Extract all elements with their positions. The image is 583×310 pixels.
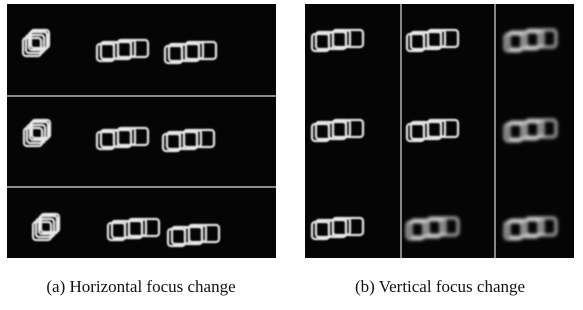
figure: (a) Horizontal focus change (b) Vertical…: [0, 0, 583, 310]
image-a: [7, 4, 276, 258]
caption: (a) Horizontal focus change: [46, 277, 235, 296]
page: (a) Horizontal focus change (b) Vertical…: [0, 0, 583, 310]
caption: (b) Vertical focus change: [355, 277, 525, 296]
image-b: [305, 4, 574, 258]
